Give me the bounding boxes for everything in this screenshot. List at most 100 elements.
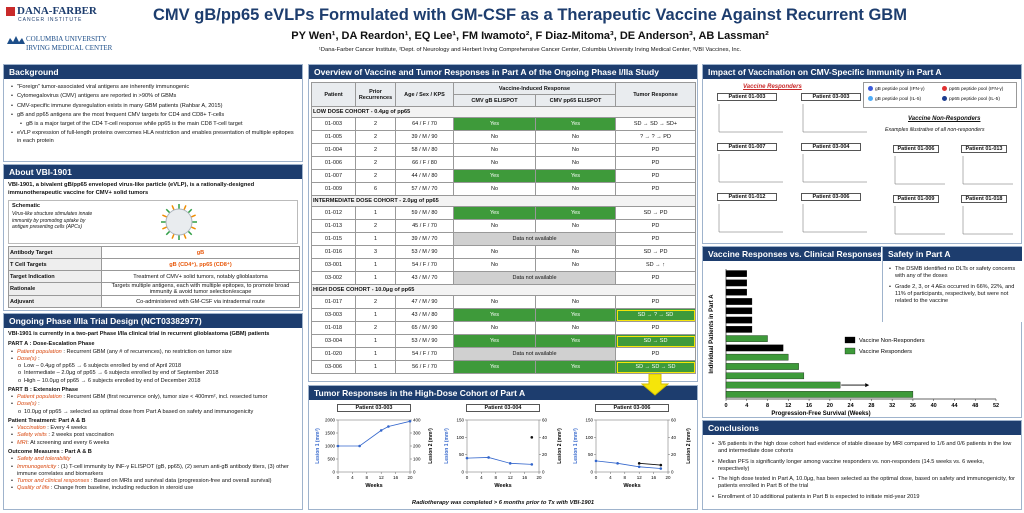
y2-tick-label: 20 bbox=[671, 452, 677, 457]
table-cell: 03-003 bbox=[311, 308, 356, 322]
logo-subtext: CANCER INSTITUTE bbox=[18, 17, 83, 23]
table-cell: No bbox=[453, 182, 536, 196]
column-header: Vaccine-Induced Response bbox=[453, 82, 616, 95]
arrow-shape bbox=[640, 374, 670, 396]
lesion-chart: Patient 03-003 0 4 8 12 16 20 0 500 1000 1500 2000 0… bbox=[312, 404, 436, 494]
point bbox=[487, 456, 490, 459]
y2-axis-label: Lesion 2 (mm²) bbox=[557, 428, 563, 464]
bullet: Dose(s) : bbox=[8, 356, 298, 364]
bullet: "Foreign" tumor-associated viral antigen… bbox=[8, 84, 298, 92]
title: CMV gB/pp65 eVLPs Formulated with GM-CSF… bbox=[153, 6, 907, 24]
point bbox=[637, 462, 641, 465]
table-cell: SD → ↑ bbox=[615, 258, 696, 272]
table-cell: Yes bbox=[453, 117, 536, 131]
y-tick-label: 150 bbox=[585, 418, 593, 423]
panel-plot bbox=[718, 204, 783, 233]
sub-item: 10.0μg of pp65 → selected as optimal dos… bbox=[8, 409, 298, 417]
plot-frame bbox=[595, 419, 669, 473]
cohort-row: LOW DOSE COHORT - 0.4μg of pp65 bbox=[311, 106, 696, 118]
y-tick-label: 0 bbox=[461, 470, 464, 475]
table-cell: No bbox=[535, 258, 616, 272]
columbia-crown bbox=[7, 36, 25, 44]
x-tick-label: 0 bbox=[337, 475, 340, 480]
section-heading: About VBI-1901 bbox=[4, 165, 302, 179]
y-axis-label: Individual Patients in Part A bbox=[709, 294, 715, 374]
section-heading: Safety in Part A bbox=[883, 247, 1022, 261]
bullet: Safety visits : 2 weeks post vaccination bbox=[8, 432, 298, 440]
info-label: T Cell Targets bbox=[8, 258, 102, 272]
bullet: gB is a major target of the CD4 T-cell r… bbox=[8, 121, 298, 129]
section-heading: Overview of Vaccine and Tumor Responses … bbox=[309, 65, 697, 79]
schematic: Schematic Virus-like structure stimulates… bbox=[8, 200, 298, 245]
tumor-section: Tumor Responses in the High-Dose Cohort … bbox=[308, 385, 698, 510]
table-cell: No bbox=[453, 245, 536, 259]
table-cell: Yes bbox=[453, 169, 536, 183]
spike bbox=[190, 214, 196, 218]
point bbox=[336, 444, 340, 448]
panel-plot bbox=[802, 204, 867, 233]
table-cell: 01-018 bbox=[311, 321, 356, 335]
bullet-label: Dose(s) bbox=[17, 401, 37, 408]
bullet: Patient population : Recurrent GBM (firs… bbox=[8, 394, 298, 402]
y2-axis-label: Lesion 2 (mm²) bbox=[686, 428, 692, 464]
table-cell: 47 / M / 90 bbox=[395, 295, 454, 309]
x-tick-label: 12 bbox=[508, 475, 514, 480]
table-row: 01-016 3 53 / M / 90 No No SD → PD bbox=[311, 245, 696, 259]
chart-title: Patient 03-004 bbox=[466, 404, 540, 412]
table-cell: 2 bbox=[355, 156, 396, 170]
table-cell: 44 / M / 80 bbox=[395, 169, 454, 183]
y-tick-label: 50 bbox=[588, 452, 594, 457]
table-row: 01-020 1 54 / F / 70 Data not available PD bbox=[311, 347, 696, 361]
group-label: Vaccine Non-Responders bbox=[908, 116, 981, 122]
info-row: Antibody Target gB bbox=[8, 246, 300, 260]
info-value: gB bbox=[101, 246, 300, 260]
sub-item: High – 10.0μg of pp65 → 6 subjects enrol… bbox=[8, 378, 298, 386]
legend-text: gB peptide pool (IFN-γ) bbox=[875, 86, 925, 92]
panel-title: Patient 01-009 bbox=[893, 195, 939, 203]
table-cell: 01-012 bbox=[311, 206, 356, 220]
y-axis-label: Lesion 1 (mm²) bbox=[444, 428, 450, 464]
table-cell: 53 / M / 90 bbox=[395, 245, 454, 259]
table-cell: No bbox=[535, 245, 616, 259]
impact-section: Impact of Vaccination on CMV-Specific Im… bbox=[702, 64, 1022, 244]
table-cell: 64 / F / 70 bbox=[395, 117, 454, 131]
column-subheader: CMV gB ELISPOT bbox=[453, 94, 536, 107]
table-cell: Data not available bbox=[453, 232, 616, 246]
bullet-text: : Change from baseline, including reduct… bbox=[49, 485, 194, 492]
panel-axes bbox=[894, 206, 945, 235]
y-tick-label: 50 bbox=[459, 452, 465, 457]
group-label: Vaccine Responders bbox=[743, 84, 802, 90]
table-cell: Yes bbox=[535, 206, 616, 220]
pfs-chart: 0 4 8 12 16 20 24 28 32 36 40 44 48 52Progression-Fre… bbox=[709, 269, 999, 417]
y-tick-label: 150 bbox=[456, 418, 464, 423]
table-cell: 43 / M / 70 bbox=[395, 271, 454, 285]
spike bbox=[171, 205, 175, 211]
table-row: 01-004 2 58 / M / 80 No No PD bbox=[311, 143, 696, 157]
table-cell: 39 / M / 70 bbox=[395, 232, 454, 246]
panel-axes bbox=[802, 104, 867, 133]
table-cell: 01-009 bbox=[311, 182, 356, 196]
intro: VBI-1901 is currently in a two-part Phas… bbox=[8, 331, 270, 337]
x-tick-label: 0 bbox=[595, 475, 598, 480]
table-cell: Yes bbox=[453, 360, 536, 374]
table-cell: 1 bbox=[355, 308, 396, 322]
panel-title: Patient 01-018 bbox=[961, 195, 1007, 203]
point bbox=[616, 462, 619, 465]
intro: VBI-1901, a bivalent gB/pp65 enveloped v… bbox=[8, 182, 255, 196]
bullet-label: Safety and tolerability bbox=[17, 456, 71, 463]
legend-text: pp65 peptide pool (IL-5) bbox=[949, 96, 1000, 102]
table-cell: 53 / M / 90 bbox=[395, 334, 454, 348]
table-cell: SD → PD bbox=[615, 245, 696, 259]
x-tick-label: 4 bbox=[609, 475, 612, 480]
sub-item: Low – 0.4μg of pp65 → 6 subjects enrolle… bbox=[8, 363, 298, 371]
x-tick-label: 16 bbox=[522, 475, 528, 480]
bar bbox=[725, 372, 805, 380]
info-value: Targets multiple antigens, each with mul… bbox=[101, 282, 300, 297]
panel-title: Patient 03-004 bbox=[801, 143, 861, 151]
point bbox=[530, 436, 534, 439]
legend-text: pp65 peptide pool (IFN-γ) bbox=[949, 86, 1004, 92]
table-cell: PD bbox=[615, 169, 696, 183]
cohort-title: LOW DOSE COHORT - 0.4μg of pp65 bbox=[311, 106, 696, 118]
logo-text: COLUMBIA UNIVERSITY bbox=[26, 35, 107, 43]
table-cell: 2 bbox=[355, 117, 396, 131]
